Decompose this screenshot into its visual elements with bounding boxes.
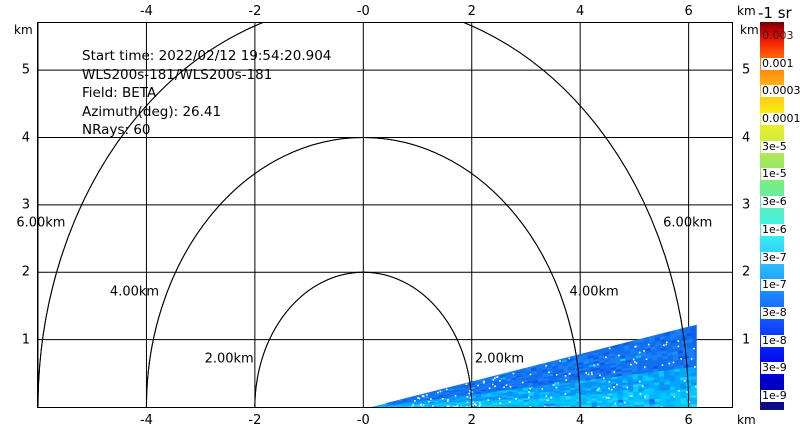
colorbar-tick-0.0003: 0.0003 (761, 84, 800, 98)
y-tick-right-3: 3 (742, 197, 751, 213)
colorbar-tick-0.001: 0.001 (761, 56, 795, 70)
colorbar-gradient (760, 22, 784, 410)
colorbar-tick-1e-9: 1e-9 (761, 389, 788, 403)
ring-label-6km-left: 6.00km (16, 215, 66, 231)
y-tick-right-2: 2 (742, 264, 751, 280)
x-axis-unit-bottom: km (737, 413, 756, 427)
x-tick-bottom-neg4: -4 (139, 413, 153, 428)
ring-label-2km-left: 2.00km (204, 351, 254, 367)
y-tick-right-5: 5 (742, 62, 751, 78)
y-tick-right-1: 1 (742, 332, 751, 348)
x-tick-bottom-6: 6 (684, 413, 693, 428)
ring-label-4km-left: 4.00km (109, 284, 160, 300)
y-axis-unit-left: km (14, 23, 33, 37)
colorbar-tick-0.003: 0.003 (762, 28, 794, 42)
colorbar-tick-3e-5: 3e-5 (761, 139, 788, 153)
annotation-azimuth: Azimuth(deg): 26.41 (82, 103, 222, 120)
x-tick-top-neg2: -2 (248, 4, 262, 19)
ring-label-6km-right: 6.00km (663, 215, 713, 231)
y-tick-left-4: 4 (21, 130, 30, 146)
colorbar-tick-1e-6: 1e-6 (761, 222, 788, 236)
colorbar-tick-3e-6: 3e-6 (761, 195, 788, 209)
ring-label-4km-right: 4.00km (569, 284, 619, 300)
x-tick-bottom-neg2: -2 (248, 413, 262, 428)
range-ring-arcs-overlay (38, 23, 690, 407)
x-tick-top-6: 6 (684, 4, 693, 19)
colorbar-title: -1 sr (758, 4, 792, 22)
annotation-start-time: Start time: 2022/02/12 19:54:20.904 (82, 48, 332, 64)
colorbar (760, 22, 784, 410)
y-axis-unit-right: km (740, 23, 759, 37)
x-tick-top-neg4: -4 (139, 4, 153, 19)
colorbar-tick-3e-8: 3e-8 (761, 306, 788, 319)
y-tick-left-5: 5 (21, 62, 30, 78)
x-tick-top-neg0: -0 (356, 4, 370, 19)
x-axis-unit-top: km (737, 4, 756, 18)
colorbar-tick-3e-9: 3e-9 (761, 361, 788, 375)
ring-label-2km-right: 2.00km (474, 351, 525, 367)
colorbar-tick-3e-7: 3e-7 (761, 250, 788, 264)
y-tick-right-4: 4 (742, 130, 751, 146)
x-tick-bottom-4: 4 (576, 413, 585, 428)
colorbar-tick-1e-8: 1e-8 (761, 333, 788, 347)
colorbar-tick-1e-7: 1e-7 (761, 278, 788, 292)
y-tick-left-1: 1 (21, 332, 30, 348)
colorbar-tick-0.0001: 0.0001 (761, 112, 800, 125)
annotation-instrument: WLS200s-181/WLS200s-181 (82, 66, 273, 83)
x-tick-bottom-neg0: -0 (356, 413, 370, 428)
x-tick-top-4: 4 (576, 4, 585, 19)
scan-metadata-annotation: Start time: 2022/02/12 19:54:20.904 WLS2… (82, 47, 331, 140)
x-tick-top-2: 2 (467, 4, 476, 19)
plot-clip (38, 23, 732, 407)
x-tick-bottom-2: 2 (467, 413, 476, 428)
annotation-field: Field: BETA (82, 85, 157, 102)
plot-canvas (38, 23, 732, 407)
plot-area: 2.00km 2.00km 4.00km 4.00km 6.00km 6.00km Sta… (16, 22, 733, 408)
y-tick-left-2: 2 (21, 264, 30, 280)
colorbar-tick-1e-5: 1e-5 (761, 167, 788, 181)
annotation-nrays: NRays: 60 (82, 122, 151, 139)
y-tick-left-3: 3 (21, 197, 30, 213)
beta-data-wedge (371, 324, 697, 407)
